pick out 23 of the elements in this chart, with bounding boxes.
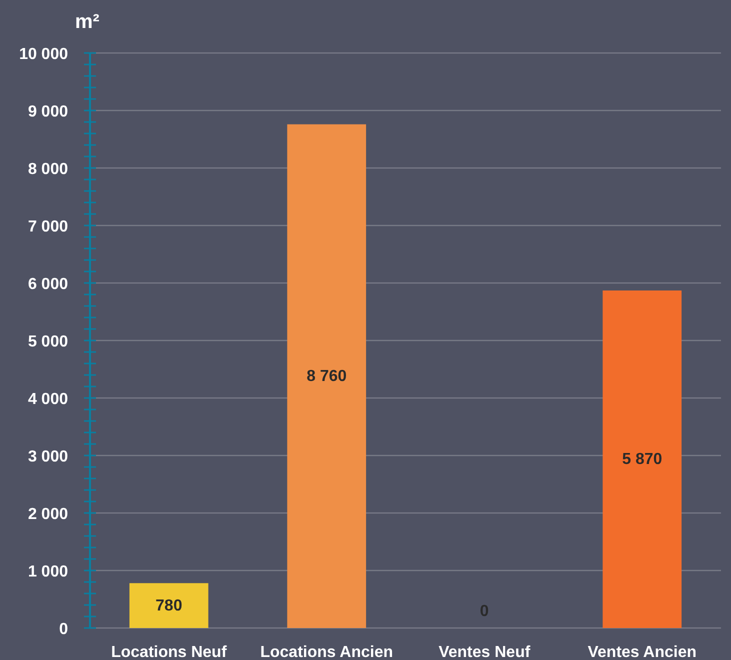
y-tick-label: 9 000 — [28, 104, 68, 120]
x-tick-label: Locations Ancien — [260, 644, 394, 660]
y-tick-label: 3 000 — [28, 448, 68, 466]
y-tick-label: 7 000 — [28, 218, 68, 236]
y-tick-label: 2 000 — [28, 506, 68, 523]
data-label: 780 — [156, 598, 182, 615]
data-label: 5 870 — [622, 451, 662, 468]
y-tick-label: 0 — [59, 621, 68, 638]
y-tick-label: 5 000 — [28, 334, 68, 350]
y-axis-title: m² — [75, 11, 100, 33]
bar — [287, 124, 366, 628]
x-tick-label: Ventes Neuf — [438, 644, 531, 660]
data-label: 8 760 — [306, 368, 347, 386]
bar — [129, 583, 208, 628]
data-label: 0 — [480, 603, 489, 620]
x-tick-label: Locations Neuf — [111, 644, 228, 660]
x-tick-label: Ventes Ancien — [588, 644, 697, 660]
y-tick-label: 1 000 — [28, 564, 68, 580]
y-tick-label: 10 000 — [19, 46, 68, 63]
bar — [602, 290, 682, 628]
y-tick-label: 6 000 — [28, 276, 68, 293]
y-tick-label: 8 000 — [28, 161, 68, 178]
y-tick-label: 4 000 — [28, 391, 68, 408]
